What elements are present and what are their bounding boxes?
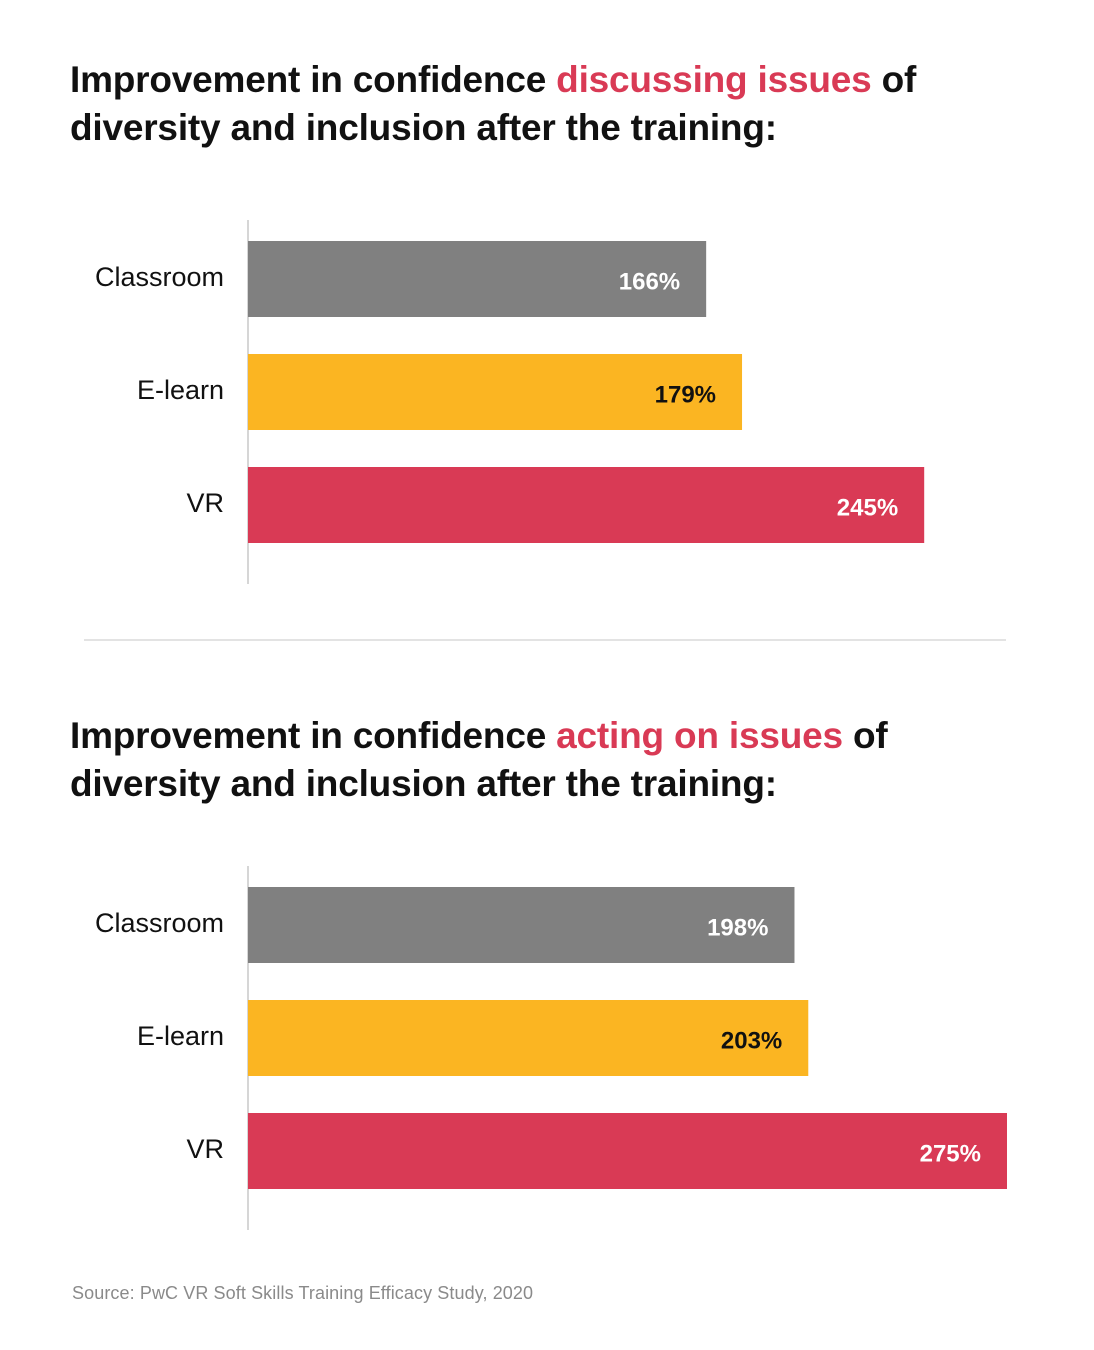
bar-chart: Classroom 198% E-learn 203% VR 275% bbox=[95, 866, 1007, 1230]
bar-elearn bbox=[248, 354, 743, 430]
chart-title: Improvement in confidence discussing iss… bbox=[70, 56, 1030, 152]
bar-elearn bbox=[248, 1000, 809, 1076]
value-label: 179% bbox=[655, 381, 716, 408]
title-highlight: acting on issues bbox=[556, 715, 843, 756]
title-highlight: discussing issues bbox=[556, 59, 872, 100]
bar-classroom bbox=[248, 241, 707, 317]
value-label: 245% bbox=[837, 494, 898, 521]
title-text-end: of diversity and inclusion after the tra… bbox=[70, 59, 917, 148]
bar-classroom bbox=[248, 887, 795, 963]
category-label: E-learn bbox=[137, 1021, 224, 1051]
title-text-start: Improvement in confidence bbox=[70, 59, 557, 100]
value-label: 198% bbox=[707, 914, 768, 941]
title-text-end: of diversity and inclusion after the tra… bbox=[70, 715, 888, 804]
title-text-start: Improvement in confidence bbox=[70, 715, 557, 756]
bar-vr bbox=[248, 1113, 1007, 1189]
value-label: 275% bbox=[920, 1140, 981, 1167]
category-label: VR bbox=[186, 488, 224, 518]
category-label: VR bbox=[186, 1134, 224, 1164]
source-note: Source: PwC VR Soft Skills Training Effi… bbox=[72, 1283, 534, 1303]
value-label: 203% bbox=[721, 1027, 782, 1054]
bar-vr bbox=[248, 467, 925, 543]
chart-acting-on-issues: Improvement in confidence acting on issu… bbox=[0, 650, 1094, 1270]
chart-title: Improvement in confidence acting on issu… bbox=[70, 712, 1030, 808]
chart-discussing-issues: Improvement in confidence discussing iss… bbox=[0, 0, 1094, 620]
value-label: 166% bbox=[619, 268, 680, 295]
category-label: Classroom bbox=[95, 262, 224, 292]
section-divider bbox=[84, 639, 1006, 641]
category-label: Classroom bbox=[95, 908, 224, 938]
category-label: E-learn bbox=[137, 375, 224, 405]
bar-chart: Classroom 166% E-learn 179% VR 245% bbox=[95, 220, 925, 584]
